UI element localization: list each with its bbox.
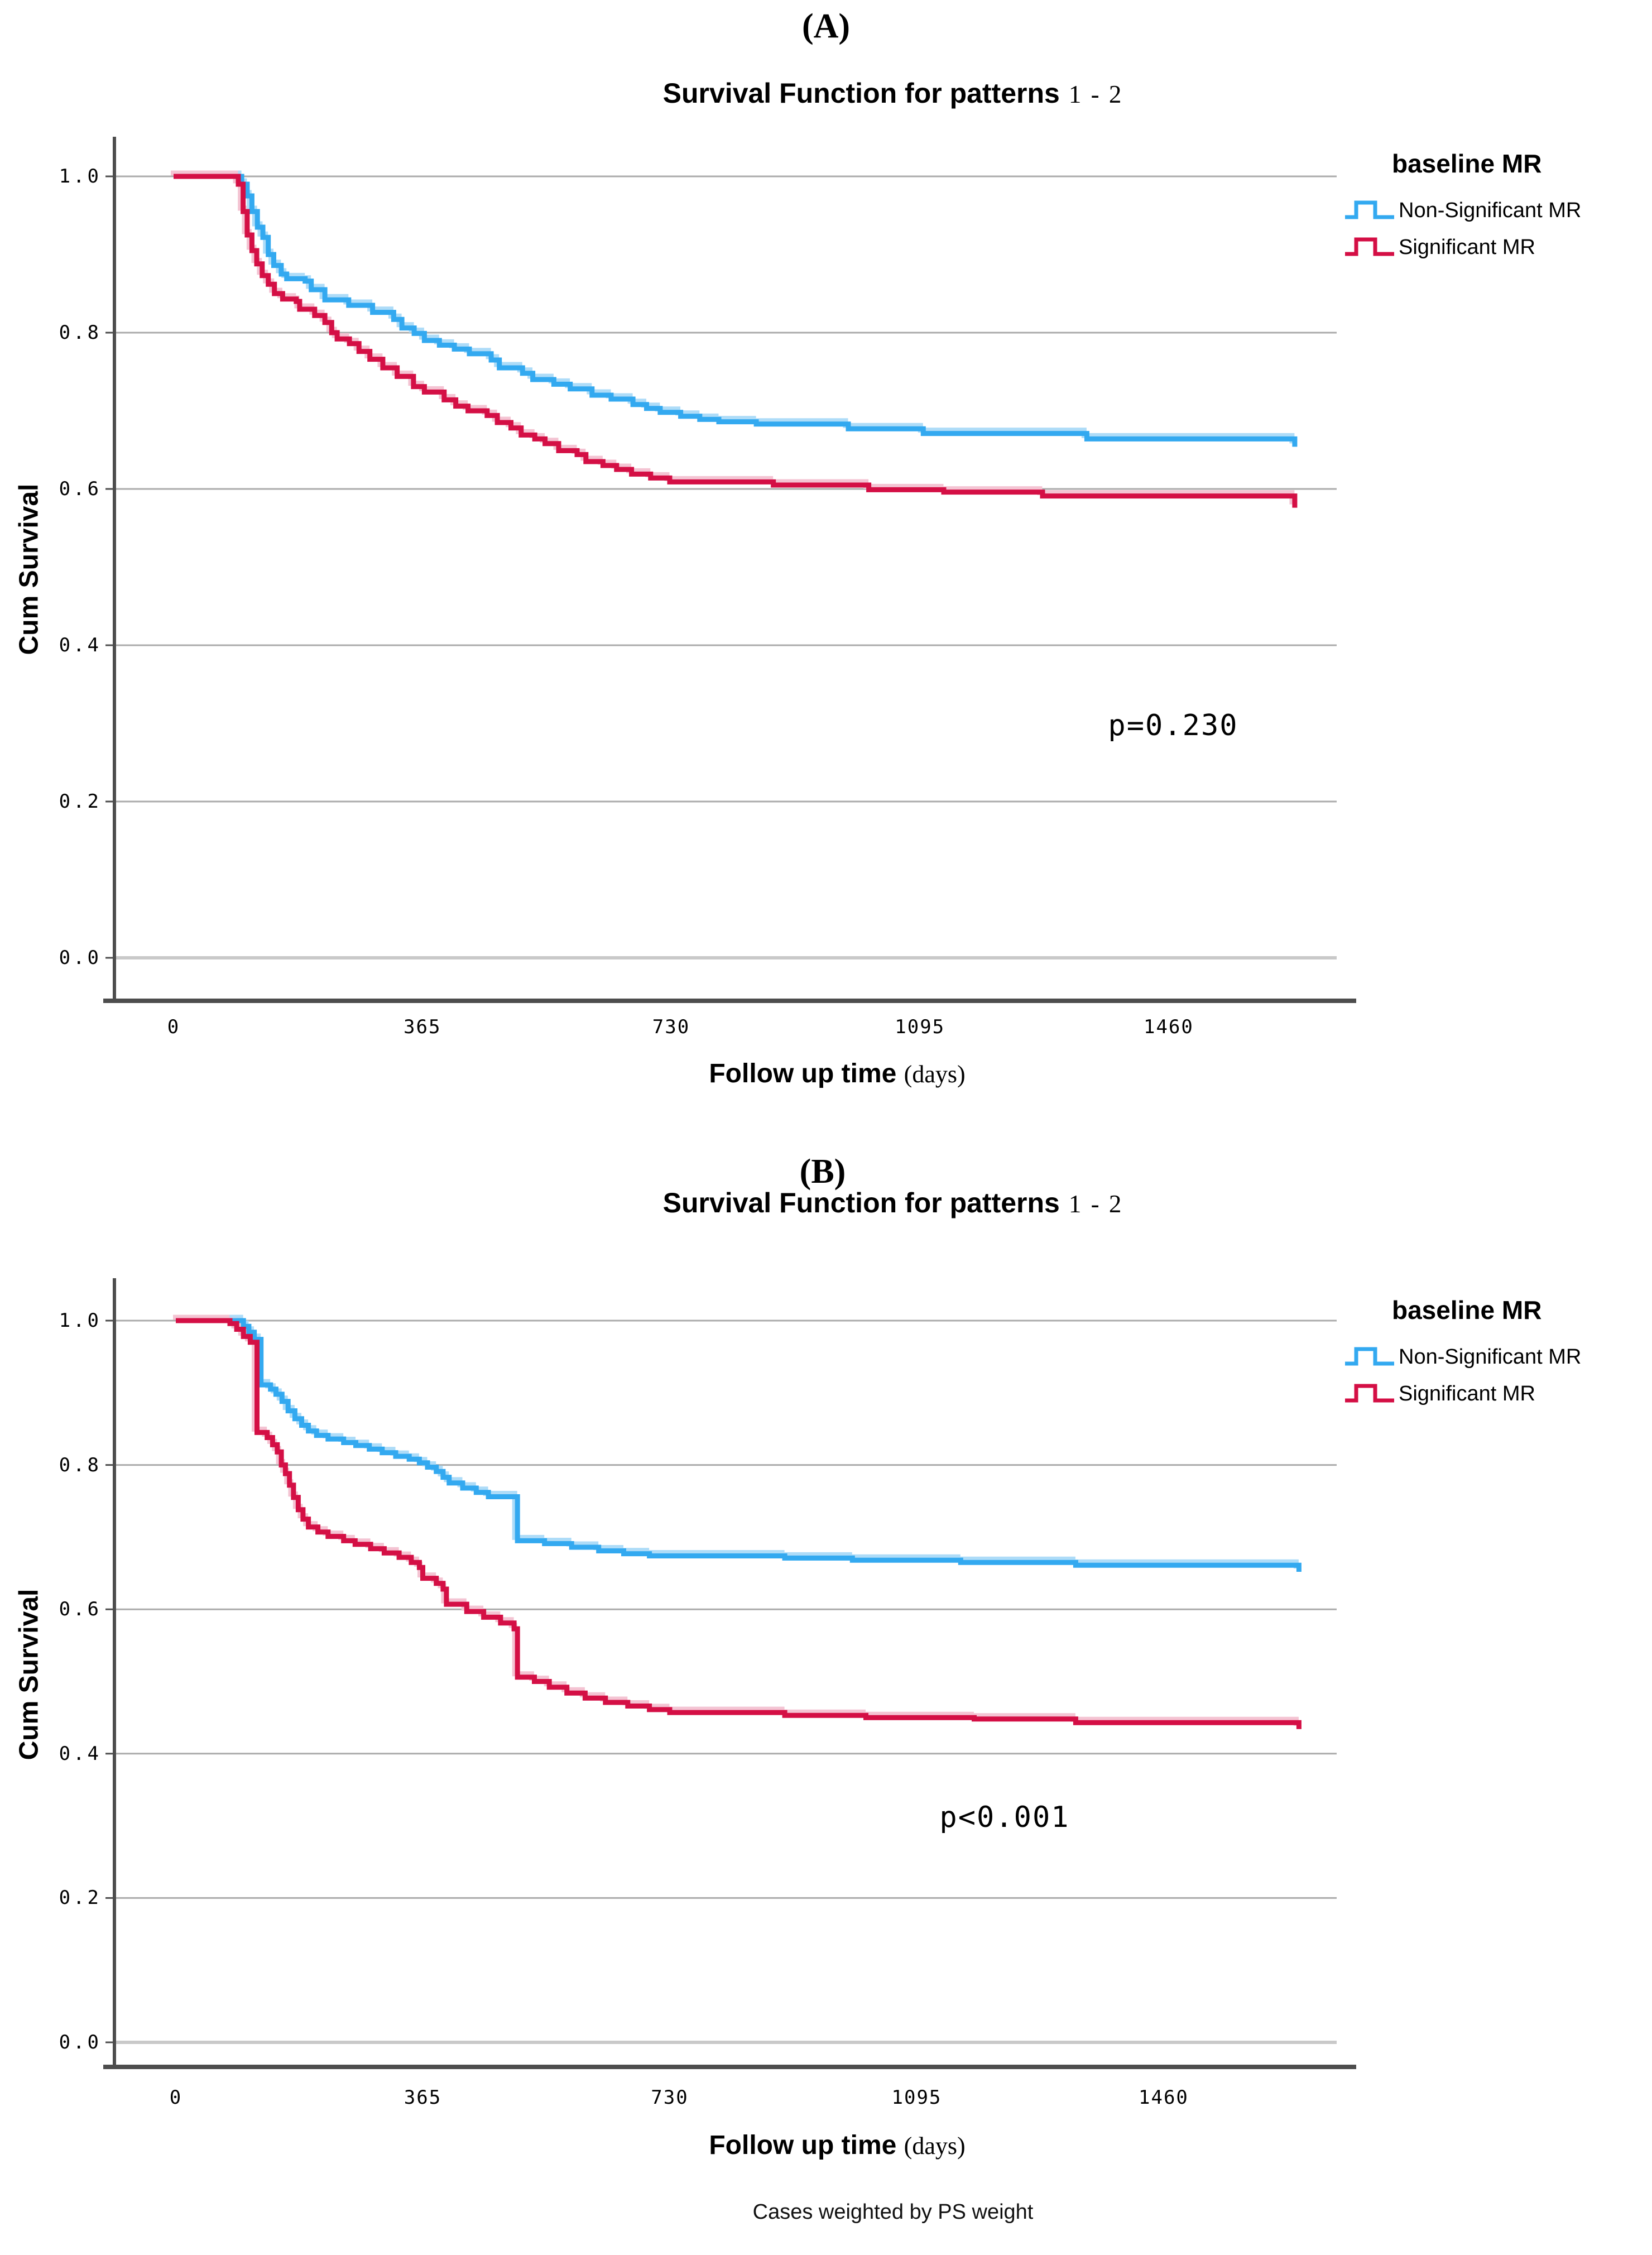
- y-tick-label: 0.0: [59, 947, 102, 969]
- chart-title-a: Survival Function for patterns 1 - 2: [663, 77, 1123, 109]
- x-tick-label: 730: [652, 1016, 690, 1038]
- figure-caption: Cases weighted by PS weight: [752, 2200, 1034, 2224]
- chart-title-main: Survival Function for patterns: [662, 78, 1060, 109]
- y-tick-label: 0.6: [59, 478, 102, 500]
- chart-title-b: Survival Function for patterns 1 - 2: [663, 1187, 1123, 1219]
- legend-label: Significant MR: [1399, 235, 1535, 259]
- x-tick-label: 730: [651, 2086, 689, 2109]
- survival-curve-significant: [174, 174, 1298, 508]
- y-tick-label: 0.4: [59, 1742, 102, 1765]
- legend-item: Significant MR: [1343, 1375, 1652, 1412]
- legend-title: baseline MR: [1392, 149, 1542, 178]
- y-tick-label: 0.8: [59, 322, 102, 344]
- x-tick-label: 1460: [1139, 2086, 1189, 2109]
- panel-label-a: (A): [801, 7, 851, 45]
- x-axis-title-a: Follow up time (days): [709, 1059, 966, 1088]
- legend-label: Non-Significant MR: [1399, 1345, 1582, 1369]
- legend-step-line-icon: [1345, 1347, 1394, 1366]
- x-tick-label: 1095: [895, 1016, 945, 1038]
- x-tick-label: 365: [404, 1016, 441, 1038]
- survival-curve-non-significant: [176, 1318, 1302, 1572]
- y-tick-label: 0.2: [59, 1887, 102, 1909]
- legend-a: baseline MR Non-Significant MR Significan…: [1343, 148, 1652, 266]
- survival-curve-non-significant: [174, 174, 1298, 447]
- survival-plot-a: [103, 137, 1356, 1003]
- legend-b: baseline MR Non-Significant MR Significan…: [1343, 1295, 1652, 1412]
- legend-step-line-icon: [1345, 237, 1394, 256]
- p-value-label-b: p<0.001: [939, 1801, 1070, 1834]
- y-axis-title-a: Cum Survival: [14, 483, 44, 655]
- y-tick-label: 0.2: [59, 790, 102, 813]
- y-tick-label: 1.0: [59, 1309, 102, 1332]
- panel-label-b: (B): [799, 1153, 846, 1191]
- x-tick-label: 1095: [891, 2086, 942, 2109]
- chart-title-patterns: 1 - 2: [1068, 80, 1123, 108]
- legend-item: Significant MR: [1343, 229, 1652, 266]
- chart-title-patterns: 1 - 2: [1068, 1190, 1123, 1218]
- survival-curve-halo: [171, 170, 1295, 444]
- x-tick-label: 365: [404, 2086, 442, 2109]
- chart-title-main: Survival Function for patterns: [662, 1187, 1060, 1218]
- x-tick-label: 0: [169, 2086, 183, 2109]
- y-tick-label: 0.0: [59, 2031, 102, 2054]
- y-tick-label: 0.4: [59, 634, 102, 656]
- x-tick-label: 1460: [1143, 1016, 1194, 1038]
- y-tick-label: 0.6: [59, 1598, 102, 1621]
- legend-item: Non-Significant MR: [1343, 192, 1652, 229]
- x-tick-label: 0: [167, 1016, 180, 1038]
- survival-curve-significant: [176, 1318, 1302, 1729]
- legend-step-line-icon: [1345, 200, 1394, 219]
- p-value-label-a: p=0.230: [1108, 709, 1238, 742]
- legend-label: Significant MR: [1399, 1381, 1535, 1405]
- y-tick-label: 0.8: [59, 1453, 102, 1476]
- legend-label: Non-Significant MR: [1399, 198, 1582, 222]
- y-axis-title-b: Cum Survival: [14, 1589, 44, 1760]
- legend-item: Non-Significant MR: [1343, 1338, 1652, 1375]
- legend-title: baseline MR: [1392, 1296, 1542, 1325]
- survival-curve-halo: [173, 1314, 1299, 1726]
- legend-step-line-icon: [1345, 1384, 1394, 1403]
- survival-plot-b: [103, 1278, 1356, 2069]
- y-tick-label: 1.0: [59, 165, 102, 188]
- x-axis-title-b: Follow up time (days): [709, 2131, 966, 2160]
